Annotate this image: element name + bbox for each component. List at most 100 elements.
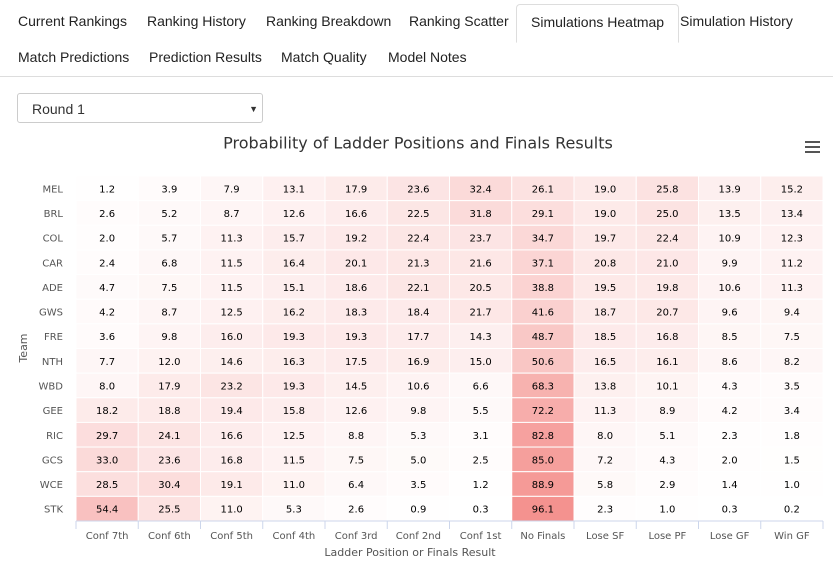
heatmap-cell xyxy=(573,323,637,350)
heatmap-cell xyxy=(573,397,637,423)
x-tick-label: No Finals xyxy=(520,531,565,542)
x-tick-label: Conf 5th xyxy=(210,531,253,542)
dropdown-arrow: ▼ xyxy=(249,104,258,114)
heatmap-cell xyxy=(698,397,762,423)
y-tick-label: WCE xyxy=(40,480,63,491)
heatmap-cell xyxy=(698,175,762,202)
cell-label: 10.6 xyxy=(407,381,429,392)
heatmap-cell xyxy=(324,200,388,226)
cell-label: 19.3 xyxy=(283,332,305,343)
cell-label: 9.6 xyxy=(722,308,738,319)
cell-label: 18.5 xyxy=(594,332,616,343)
heatmap-cell xyxy=(200,200,264,226)
cell-label: 7.7 xyxy=(99,357,115,368)
cell-label: 7.5 xyxy=(161,283,177,294)
cell-label: 20.5 xyxy=(469,283,491,294)
tab[interactable]: Ranking Scatter xyxy=(409,13,509,29)
heatmap-cell xyxy=(511,224,575,251)
tab[interactable]: Current Rankings xyxy=(18,13,127,29)
heatmap-cell xyxy=(573,372,637,399)
x-axis-title: Ladder Position or Finals Result xyxy=(324,546,496,559)
heatmap-cell xyxy=(511,446,575,473)
cell-label: 25.5 xyxy=(158,505,180,516)
cell-label: 23.7 xyxy=(469,234,491,245)
cell-label: 12.5 xyxy=(220,308,242,319)
tab[interactable]: Model Notes xyxy=(388,49,467,65)
heatmap-cell xyxy=(324,348,388,374)
tab[interactable]: Match Quality xyxy=(281,49,367,65)
heatmap-cell xyxy=(573,446,637,473)
cell-label: 17.9 xyxy=(158,381,180,392)
cell-label: 11.0 xyxy=(220,505,242,516)
cell-label: 15.2 xyxy=(781,184,803,195)
heatmap-cell xyxy=(75,372,139,399)
cell-label: 18.8 xyxy=(158,406,180,417)
cell-label: 3.9 xyxy=(161,184,177,195)
cell-label: 7.5 xyxy=(348,455,364,466)
y-tick-label: CAR xyxy=(42,258,63,269)
cell-label: 7.2 xyxy=(597,455,613,466)
cell-label: 8.0 xyxy=(597,431,613,442)
cell-label: 12.0 xyxy=(158,357,180,368)
cell-label: 11.5 xyxy=(220,283,242,294)
y-tick-label: WBD xyxy=(39,381,64,392)
cell-label: 34.7 xyxy=(532,234,554,245)
cell-label: 85.0 xyxy=(532,455,554,466)
x-tick-label: Conf 4th xyxy=(272,531,315,542)
heatmap-cell xyxy=(573,298,637,325)
heatmap-cell xyxy=(324,446,388,473)
cell-label: 5.7 xyxy=(161,234,177,245)
cell-label: 13.1 xyxy=(283,184,305,195)
heatmap-cell xyxy=(137,495,201,522)
heatmap-cell xyxy=(511,200,575,226)
tab-divider xyxy=(0,76,833,77)
y-tick-label: RIC xyxy=(46,431,63,442)
tab[interactable]: Prediction Results xyxy=(149,49,262,65)
cell-label: 32.4 xyxy=(469,184,491,195)
cell-label: 16.5 xyxy=(594,357,616,368)
heatmap-cell xyxy=(511,274,575,300)
cell-label: 20.1 xyxy=(345,258,367,269)
cell-label: 21.0 xyxy=(656,258,678,269)
cell-label: 9.4 xyxy=(784,308,800,319)
cell-label: 29.7 xyxy=(96,431,118,442)
heatmap-cell xyxy=(200,274,264,300)
heatmap-cell xyxy=(449,348,513,374)
heatmap-cell xyxy=(573,421,637,448)
cell-label: 11.0 xyxy=(283,480,305,491)
heatmap-cell xyxy=(262,372,326,399)
cell-label: 15.1 xyxy=(283,283,305,294)
x-tick-label: Conf 3rd xyxy=(335,531,378,542)
cell-label: 19.7 xyxy=(594,234,616,245)
cell-label: 11.5 xyxy=(220,258,242,269)
cell-label: 16.8 xyxy=(220,455,242,466)
cell-label: 15.0 xyxy=(469,357,491,368)
cell-label: 37.1 xyxy=(532,258,554,269)
tab[interactable]: Simulations Heatmap xyxy=(516,4,680,43)
cell-label: 19.0 xyxy=(594,209,616,220)
heatmap-cell xyxy=(449,421,513,448)
cell-label: 1.2 xyxy=(473,480,489,491)
cell-label: 10.1 xyxy=(656,381,678,392)
tab[interactable]: Ranking History xyxy=(147,13,246,29)
heatmap-cell xyxy=(635,323,699,350)
cell-label: 18.7 xyxy=(594,308,616,319)
heatmap-cell xyxy=(760,323,824,350)
cell-label: 12.5 xyxy=(283,431,305,442)
cell-label: 23.6 xyxy=(407,184,429,195)
cell-label: 13.4 xyxy=(781,209,803,220)
heatmap-cell xyxy=(324,224,388,251)
tab[interactable]: Match Predictions xyxy=(18,49,130,65)
round-dropdown[interactable]: Round 1 ▼ xyxy=(17,93,263,123)
tab[interactable]: Simulation History xyxy=(680,13,793,29)
cell-label: 31.8 xyxy=(469,209,491,220)
heatmap-cell xyxy=(386,224,450,251)
heatmap-cell xyxy=(760,372,824,399)
cell-label: 12.6 xyxy=(345,406,367,417)
x-tick-label: Win GF xyxy=(774,531,810,542)
tab[interactable]: Ranking Breakdown xyxy=(266,13,392,29)
menu-icon[interactable] xyxy=(805,141,820,153)
cell-label: 16.2 xyxy=(283,308,305,319)
cell-label: 9.8 xyxy=(410,406,426,417)
